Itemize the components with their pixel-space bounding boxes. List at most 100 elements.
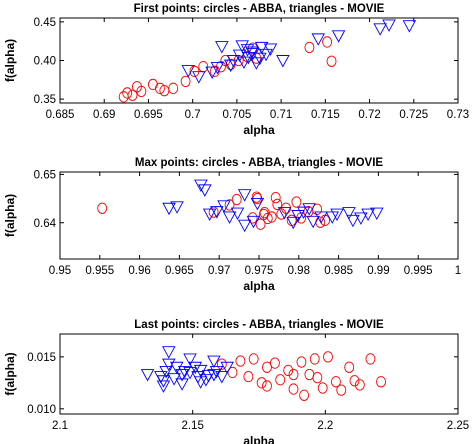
data-point-triangle: [170, 201, 184, 214]
data-point-triangle: [205, 66, 219, 80]
series-triangle: [181, 19, 417, 84]
data-point-circle: [288, 368, 299, 381]
data-point-circle: [309, 353, 320, 365]
plot-frame: [59, 17, 459, 104]
x-tick-label: 0.985: [324, 265, 353, 277]
x-axis-label: alpha: [243, 123, 275, 137]
data-point-triangle: [162, 202, 176, 216]
data-point-triangle: [402, 20, 417, 33]
data-point-circle: [216, 358, 227, 370]
data-point-triangle: [331, 30, 346, 43]
data-point-circle: [255, 218, 266, 230]
data-point-triangle: [373, 23, 387, 36]
x-tick-label: 0.685: [46, 109, 75, 121]
data-point-circle: [322, 36, 333, 48]
y-tick-label: 0.65: [34, 169, 56, 181]
data-point-triangle: [246, 48, 260, 61]
x-tick-label: 0.975: [245, 265, 274, 277]
y-tick-label: 0.40: [34, 56, 56, 68]
data-point-circle: [317, 382, 328, 394]
data-point-circle: [262, 361, 272, 373]
data-point-triangle: [162, 346, 176, 359]
data-point-triangle: [207, 355, 221, 368]
data-point-triangle: [175, 369, 189, 382]
data-point-triangle: [194, 179, 208, 192]
series-circle: [118, 36, 337, 103]
x-tick-label: 0.995: [404, 265, 433, 277]
data-point-triangle: [210, 62, 225, 75]
data-point-circle: [304, 41, 315, 54]
series-circle: [216, 351, 387, 401]
data-point-circle: [281, 202, 292, 214]
data-point-circle: [266, 211, 277, 223]
data-point-triangle: [314, 211, 328, 224]
data-point-triangle: [253, 52, 267, 66]
data-point-circle: [243, 370, 254, 383]
x-axis-label: alpha: [243, 279, 275, 293]
data-point-triangle: [140, 369, 155, 382]
x-tick-label: 0.72: [358, 109, 380, 121]
data-point-triangle: [215, 371, 229, 384]
data-point-circle: [122, 87, 133, 99]
x-tick-label: 0.73: [447, 109, 469, 121]
data-point-circle: [269, 357, 280, 369]
data-point-circle: [154, 82, 165, 94]
data-point-triangle: [235, 40, 249, 53]
x-axis-label: alpha: [243, 434, 275, 444]
data-point-triangle: [291, 210, 305, 223]
chart-panel-1: First points: circles - ABBA, triangles …: [3, 3, 469, 137]
data-point-triangle: [246, 215, 261, 229]
data-point-triangle: [217, 200, 231, 213]
x-tick-label: 0.725: [399, 109, 428, 121]
x-tick-label: 0.705: [222, 109, 251, 121]
data-point-triangle: [286, 216, 300, 230]
x-tick-label: 0.71: [270, 109, 292, 121]
x-tick-label: 0.95: [49, 265, 71, 277]
x-tick-label: 1: [455, 265, 461, 277]
data-point-circle: [349, 375, 360, 387]
data-point-triangle: [325, 211, 339, 224]
data-point-triangle: [263, 43, 278, 56]
x-tick-label: 0.695: [134, 109, 163, 121]
x-tick-label: 2.25: [447, 420, 469, 432]
x-tick-label: 0.98: [288, 265, 310, 277]
y-tick-label: 0.35: [34, 94, 56, 106]
data-point-triangle: [162, 358, 176, 372]
data-point-triangle: [201, 370, 216, 383]
data-point-triangle: [237, 189, 252, 202]
data-point-triangle: [354, 212, 368, 225]
data-point-triangle: [302, 203, 316, 216]
data-point-circle: [296, 212, 307, 224]
data-point-triangle: [159, 365, 173, 379]
data-point-triangle: [215, 41, 229, 54]
data-point-triangle: [181, 65, 196, 78]
data-point-circle: [330, 376, 341, 388]
data-point-triangle: [306, 215, 320, 229]
x-tick-label: 2.1: [52, 420, 68, 432]
data-point-triangle: [222, 211, 237, 224]
data-point-triangle: [193, 376, 208, 389]
data-point-circle: [344, 361, 355, 373]
data-point-triangle: [296, 206, 311, 220]
x-tick-label: 0.69: [93, 109, 115, 121]
data-point-circle: [256, 377, 267, 389]
data-point-circle: [312, 371, 323, 384]
y-axis-label: f(alpha): [3, 352, 17, 395]
data-point-circle: [336, 384, 347, 396]
x-tick-label: 0.955: [85, 265, 114, 277]
data-point-triangle: [226, 55, 241, 68]
data-point-triangle: [342, 207, 356, 220]
data-point-triangle: [207, 369, 221, 382]
y-tick-label: 0.010: [27, 404, 56, 416]
data-point-circle: [291, 196, 302, 208]
data-point-triangle: [250, 197, 265, 211]
x-tick-label: 2.2: [317, 420, 333, 432]
data-point-circle: [270, 191, 281, 204]
data-point-triangle: [175, 378, 189, 391]
chart-title: Max points: circles - ABBA, triangles - …: [135, 157, 383, 169]
x-tick-label: 0.97: [208, 265, 230, 277]
data-point-triangle: [277, 207, 292, 220]
data-point-circle: [376, 376, 387, 388]
chart-title: Last points: circles - ABBA, triangles -…: [134, 319, 384, 331]
data-point-circle: [235, 355, 246, 367]
